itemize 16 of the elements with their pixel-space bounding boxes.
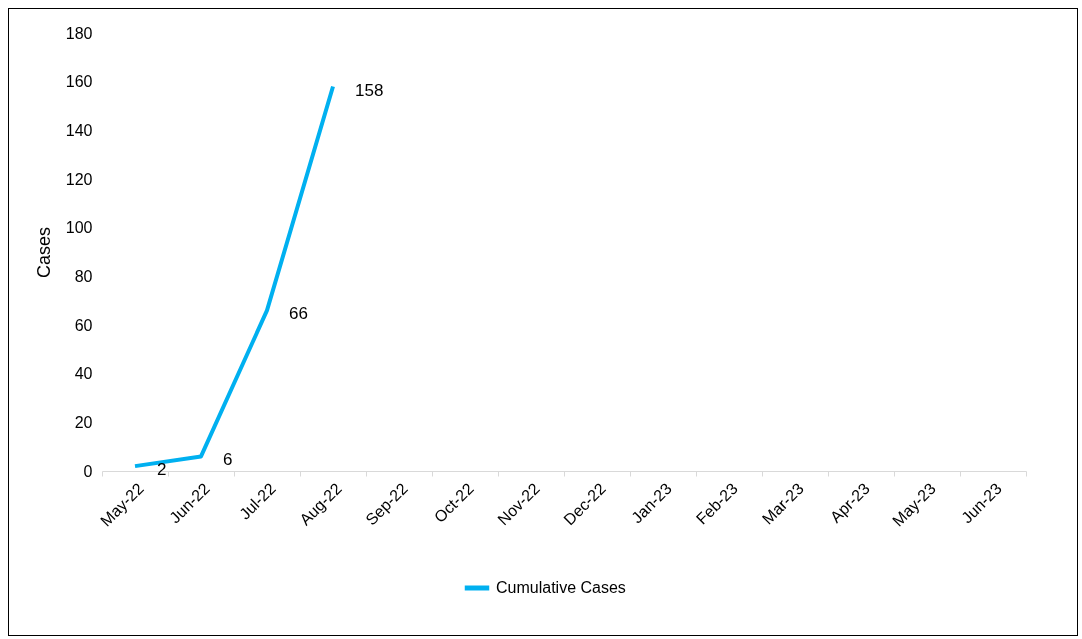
y-tick-label: 140: [65, 121, 93, 139]
data-label: 66: [289, 304, 308, 324]
data-label: 2: [157, 460, 167, 480]
y-tick-label: 0: [83, 462, 93, 480]
y-tick-label: 180: [65, 24, 93, 42]
y-axis-title: Cases: [33, 226, 54, 279]
legend-label: Cumulative Cases: [496, 579, 626, 596]
y-tick-label: 60: [74, 316, 93, 334]
data-label: 6: [223, 450, 233, 470]
data-label: 158: [355, 80, 384, 100]
y-tick-label: 80: [74, 267, 93, 285]
y-tick-label: 100: [65, 219, 93, 237]
y-tick-label: 160: [65, 73, 93, 91]
y-tick-label: 120: [65, 170, 93, 188]
y-tick-label: 20: [74, 413, 93, 431]
y-tick-label: 40: [74, 365, 93, 383]
